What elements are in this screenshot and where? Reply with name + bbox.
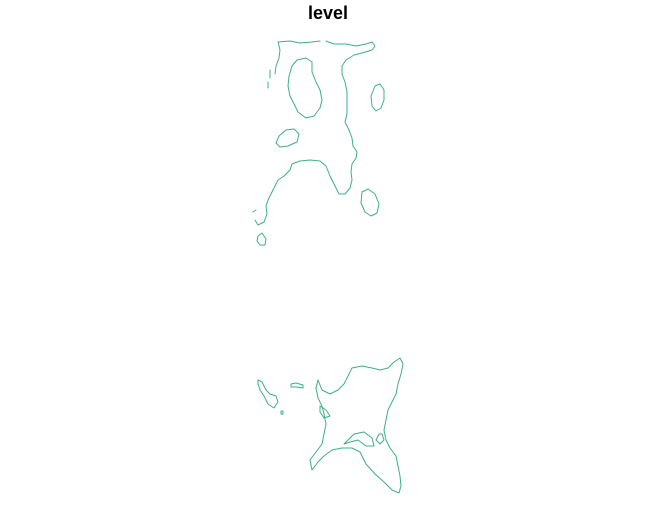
contour-line-upper-tiny-loop bbox=[256, 232, 267, 246]
contour-line-lower-main bbox=[309, 357, 404, 494]
contour-line-lower-left-loop bbox=[257, 379, 279, 409]
chart-title: level bbox=[307, 3, 349, 23]
contour-line-upper-lower-right-loop bbox=[360, 188, 380, 217]
contour-line-upper-left-loop bbox=[275, 128, 300, 148]
contour-line-lower-inlet bbox=[319, 405, 331, 419]
contour-line-upper-main bbox=[254, 40, 376, 226]
contour-line-lower-inner-bulge bbox=[343, 431, 375, 447]
contour-line-lower-small-bar bbox=[290, 382, 304, 389]
contour-line-upper-left-tip bbox=[274, 41, 281, 75]
contour-line-lower-bay bbox=[375, 433, 385, 445]
contour-line-upper-right-loop bbox=[370, 83, 385, 112]
contour-lines bbox=[252, 40, 404, 494]
contour-line-upper-dash-3 bbox=[252, 209, 257, 213]
contour-line-upper-hole bbox=[287, 57, 323, 119]
contour-line-lower-tiny-loop bbox=[280, 410, 284, 415]
